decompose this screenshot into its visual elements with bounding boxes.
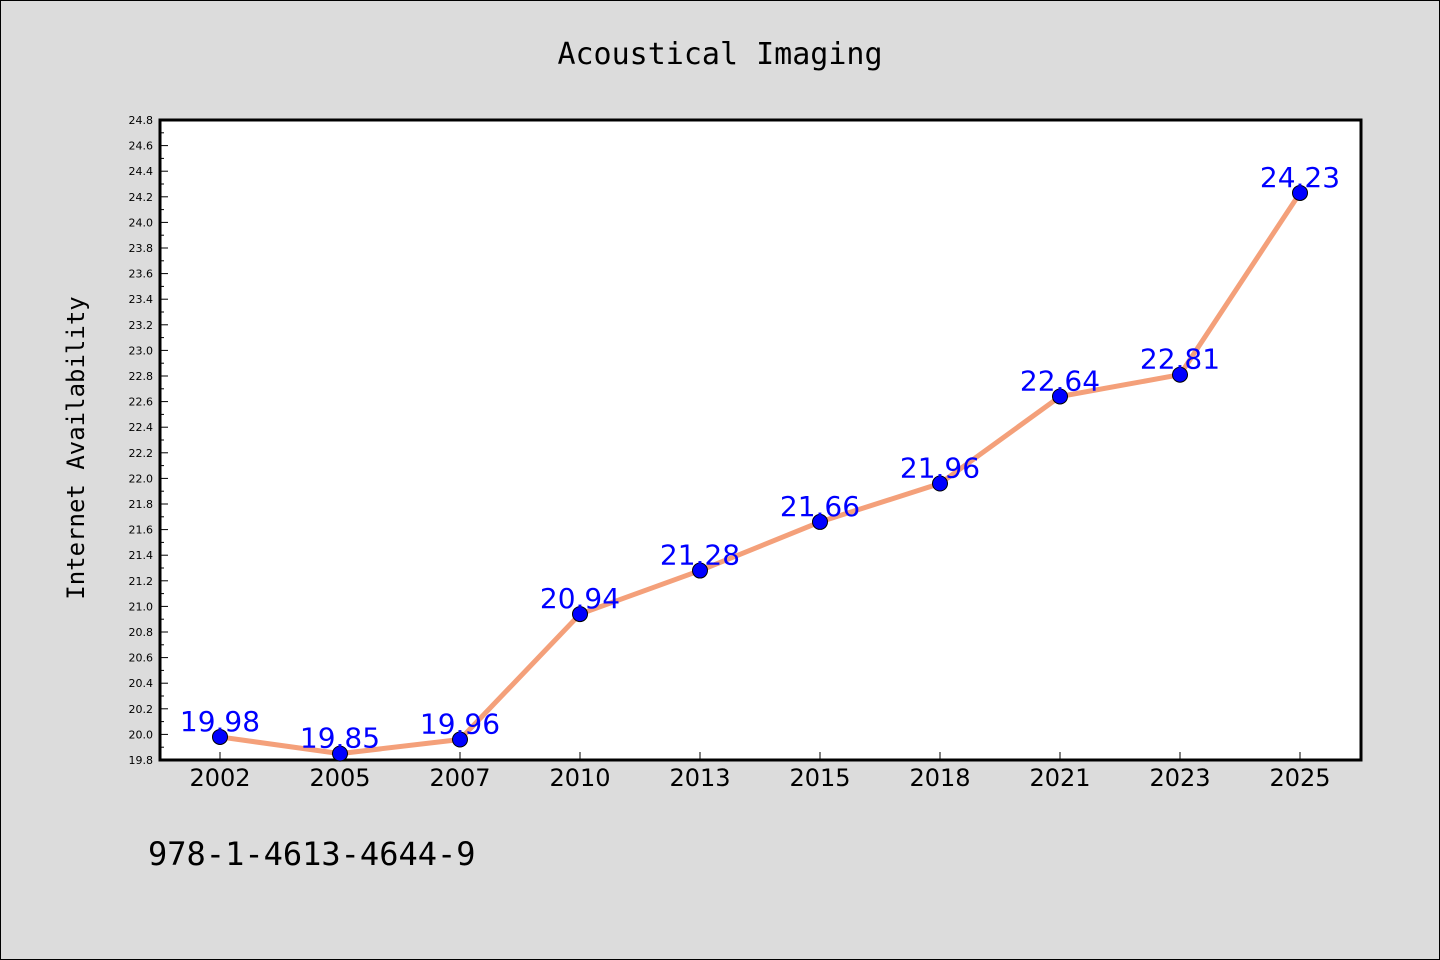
y-tick-label: 24.2 [129,191,154,204]
plot-area [158,118,1363,762]
x-tick-label: 2007 [429,764,490,792]
y-tick-label: 23.8 [129,242,154,255]
y-tick-label: 21.8 [129,498,154,511]
y-tick-label: 24.8 [129,114,154,127]
series-line-group [217,190,1303,757]
y-tick-label: 23.6 [129,268,154,281]
data-label: 21.66 [780,490,860,523]
series-markers [212,184,1308,762]
y-tick-label: 20.8 [129,626,154,639]
y-tick-label: 23.4 [129,293,154,306]
y-tick-label: 24.0 [129,216,154,229]
y-tick-label: 21.0 [129,600,154,613]
x-axis-ticks: 2002 2005 2007 2010 2013 2015 2018 2021 2023 2025 [189,752,1331,792]
y-tick-label: 21.2 [129,575,154,588]
y-tick-label: 19.8 [129,754,154,767]
y-tick-label: 21.6 [129,524,154,537]
x-tick-label: 2005 [309,764,370,792]
y-tick-label: 20.6 [129,652,154,665]
y-tick-label: 20.4 [129,677,154,690]
data-point [1172,366,1188,383]
data-label: 22.64 [1020,364,1100,397]
y-tick-label: 24.6 [129,140,154,153]
y-tick-label: 21.4 [129,549,154,562]
data-label: 20.94 [540,582,620,615]
y-tick-label: 23.0 [129,344,154,357]
y-tick-label: 23.2 [129,319,154,332]
data-point [1292,184,1308,201]
y-tick-label: 22.6 [129,396,154,409]
x-tick-label: 2021 [1029,764,1090,792]
chart-title: Acoustical Imaging [557,37,882,72]
x-tick-label: 2018 [909,764,970,792]
data-label: 19.85 [300,722,380,755]
data-point [572,606,588,623]
data-label: 19.96 [420,708,500,741]
data-label: 21.28 [660,539,740,572]
series-line [217,190,1303,757]
x-tick-label: 2010 [549,764,610,792]
y-tick-label: 22.2 [129,447,154,460]
footer-identifier: 978-1-4613-4644-9 [148,835,476,873]
x-tick-label: 2025 [1269,764,1330,792]
data-point [452,731,468,748]
data-point [932,475,948,492]
y-tick-label: 20.2 [129,703,154,716]
y-axis-ticks: 19.8 20.0 20.2 20.4 20.6 20.8 21.0 21.2 21.4 21.6… [129,114,168,767]
y-tick-label: 22.8 [129,370,154,383]
y-tick-label: 20.0 [129,728,154,741]
x-tick-label: 2002 [189,764,250,792]
data-point [812,513,828,530]
y-tick-label: 22.0 [129,472,154,485]
y-tick-label: 22.4 [129,421,154,434]
data-label: 19.98 [180,705,260,738]
x-tick-label: 2013 [669,764,730,792]
y-axis-label: Internet Availability [62,296,90,599]
data-point [332,745,348,762]
x-tick-label: 2023 [1149,764,1210,792]
data-label: 24.23 [1260,161,1340,194]
data-point [692,562,708,579]
data-label: 21.96 [900,452,980,485]
x-tick-label: 2015 [789,764,850,792]
data-label: 22.81 [1140,343,1220,376]
y-tick-label: 24.4 [129,165,154,178]
data-point [212,728,228,745]
data-point [1052,388,1068,405]
data-labels: 19.98 19.85 19.96 20.94 21.28 21.66 21.96 22.64… [180,161,1340,755]
